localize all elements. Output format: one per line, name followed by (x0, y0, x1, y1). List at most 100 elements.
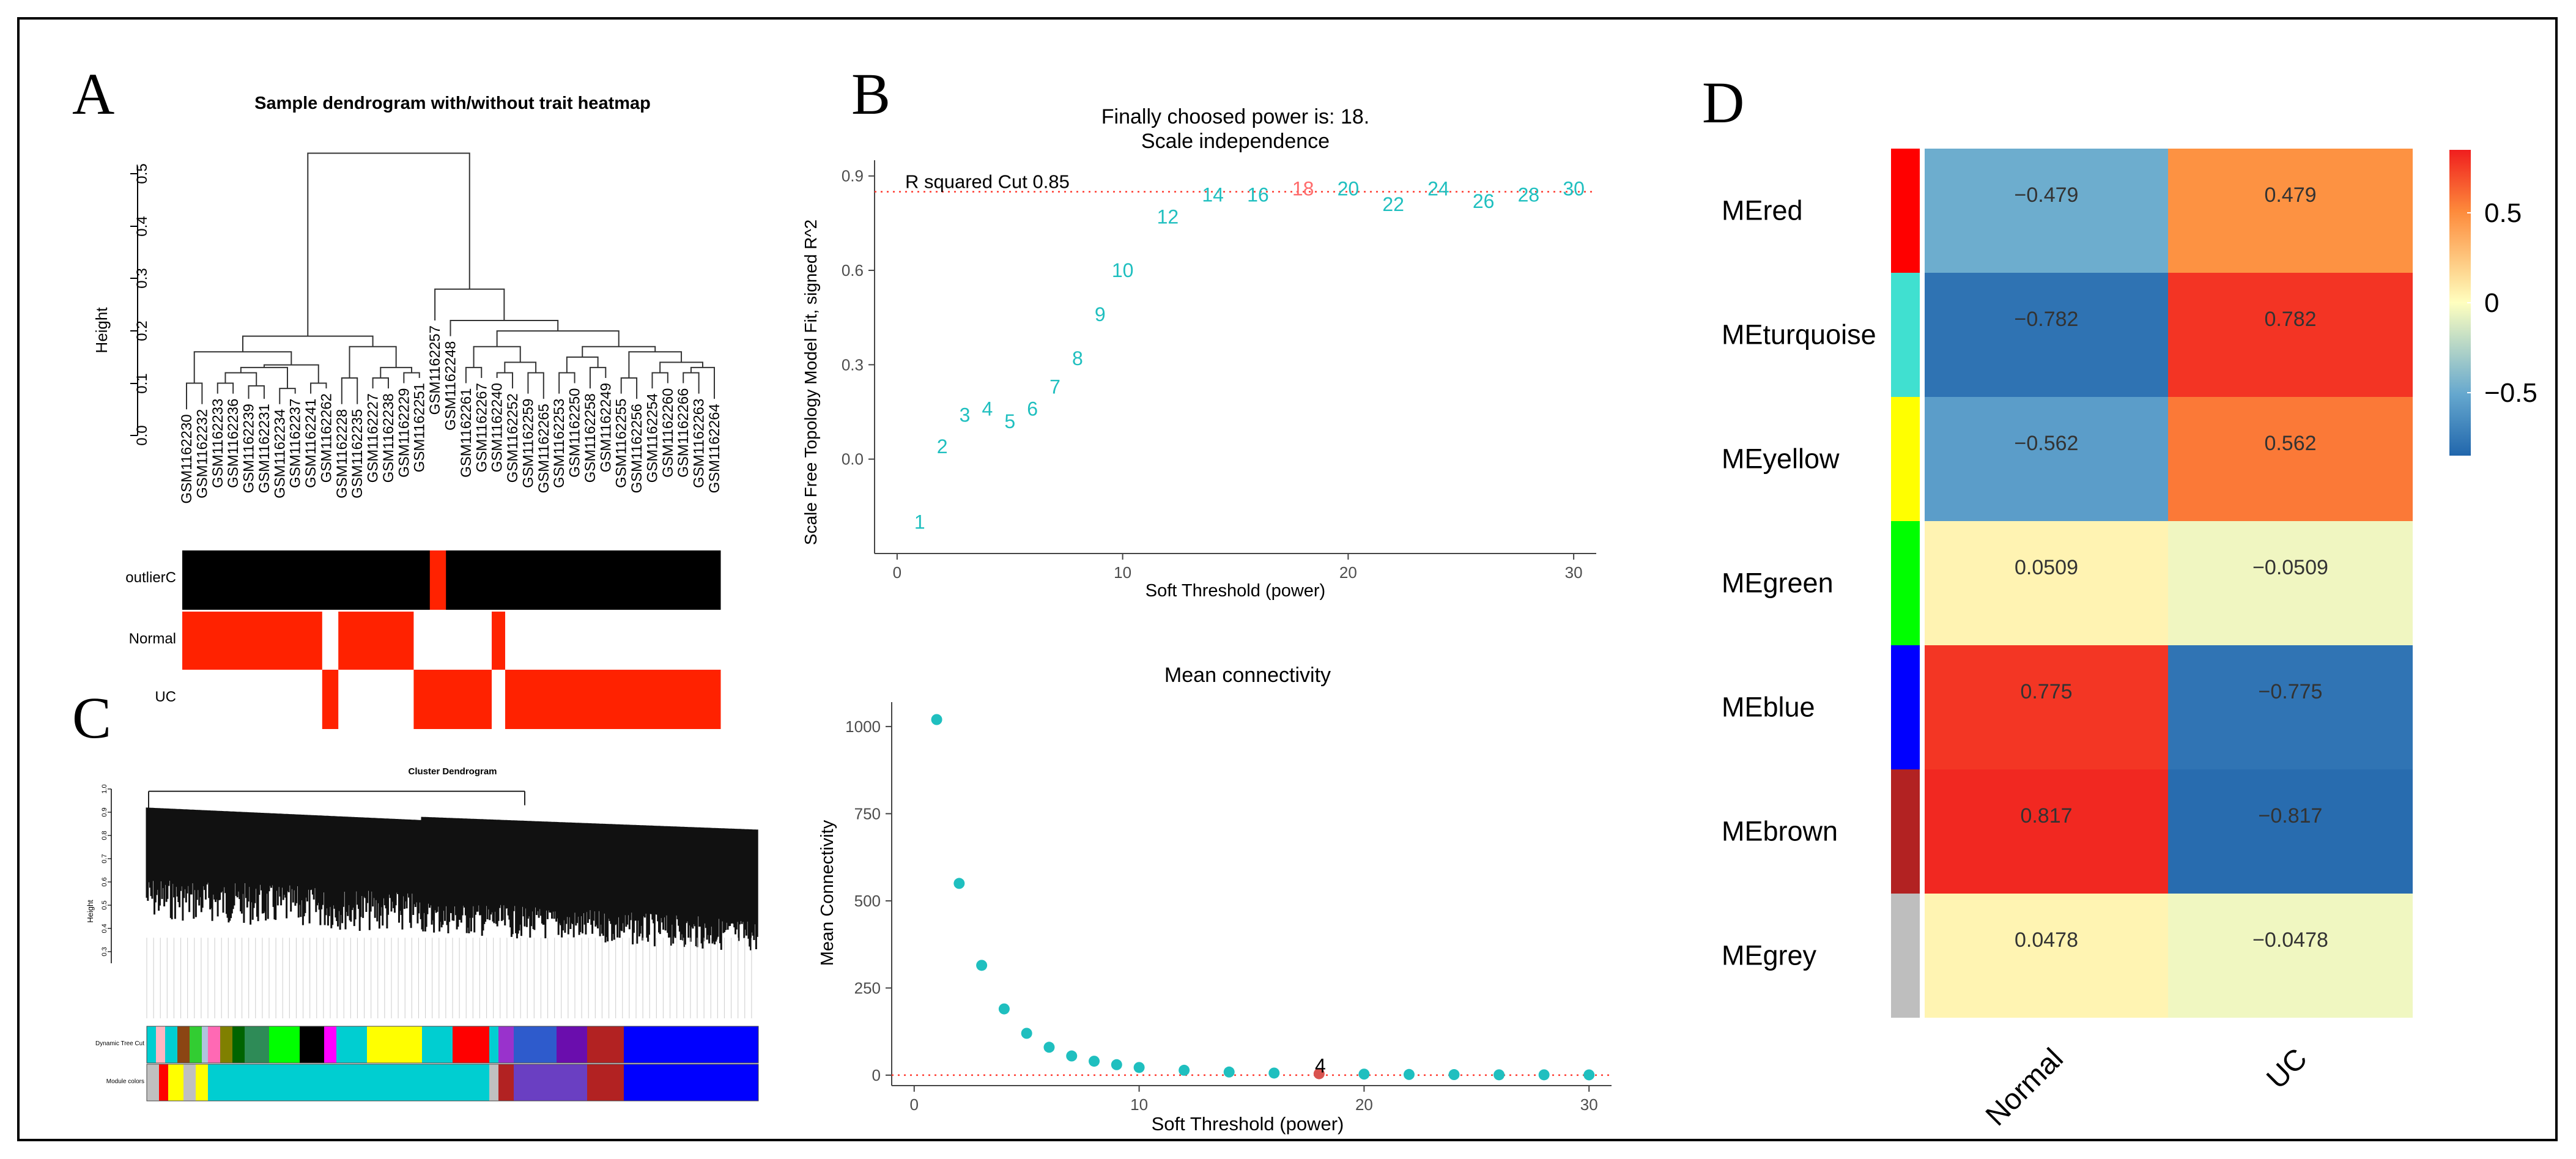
connectivity-point (1179, 1064, 1190, 1076)
sample-label: GSM1162241 (303, 399, 319, 488)
dendrogram-branch (659, 361, 703, 373)
heatmap-cell (2168, 397, 2413, 521)
power-point: 6 (1027, 398, 1038, 420)
sample-label: GSM1162258 (582, 393, 599, 483)
module-color-cell (324, 1026, 337, 1063)
module-color-cell (183, 1064, 196, 1101)
module-color-cell (147, 1064, 160, 1101)
module-color-cell (587, 1064, 624, 1101)
sample-label: GSM1162250 (567, 388, 583, 478)
y-tick-label: 0.9 (101, 807, 108, 816)
power-point: 7 (1049, 376, 1060, 398)
connectivity-point (1538, 1069, 1550, 1081)
panel-label-c: C (72, 685, 112, 750)
dendrogram-stems (146, 938, 752, 1018)
x-tick-label: 10 (1130, 1095, 1148, 1114)
heatmap-value: 0.0509 (2015, 556, 2078, 579)
y-tick-label: 0.6 (101, 877, 108, 886)
sample-label: GSM1162267 (473, 383, 490, 472)
dendrogram-branch (307, 152, 470, 336)
trait-cell (492, 612, 506, 671)
dendrogram-branch (403, 372, 420, 383)
connectivity-point (953, 878, 965, 889)
power-point: 18 (1292, 177, 1314, 199)
dendrogram-branch (465, 366, 483, 383)
sample-label: GSM1162235 (349, 409, 366, 498)
y-tick-label: 1.0 (101, 784, 108, 793)
connectivity-point (1066, 1050, 1078, 1062)
connectivity-point (1043, 1042, 1055, 1053)
power-point: 10 (1112, 259, 1134, 281)
dendrogram-branch (349, 346, 397, 378)
panel-a-ytick: 0.4 (130, 216, 150, 237)
connectivity-point (1111, 1059, 1122, 1070)
heatmap-cell (1925, 769, 2168, 894)
x-tick-label: 20 (1339, 563, 1357, 582)
connectivity-annotation: 4 (1315, 1055, 1326, 1077)
module-color-cell (624, 1064, 759, 1101)
module-color-cell (453, 1026, 490, 1063)
trait-cell (322, 670, 339, 729)
heatmap-value: −0.479 (2015, 183, 2079, 207)
dendrogram-branch (186, 382, 203, 410)
panel-b-xlabel: Soft Threshold (power) (1146, 581, 1325, 601)
heatmap-value: 0.479 (2264, 183, 2316, 207)
power-point: 20 (1338, 177, 1360, 199)
module-color-cell (208, 1064, 490, 1101)
legend-tick-label: 0 (2484, 288, 2499, 318)
module-color-cell (165, 1026, 178, 1063)
panel-c: Cluster Dendrogram Height 0.30.40.50.60.… (86, 766, 759, 1102)
module-color-cell (202, 1026, 209, 1063)
x-tick-label: 30 (1580, 1095, 1598, 1114)
power-point: 22 (1382, 193, 1404, 215)
heatmap-row-label: MEturquoise (1722, 319, 1876, 350)
sample-label: GSM1162240 (489, 383, 506, 472)
panel-c-module-rows: Dynamic Tree Cut Module colors (95, 1026, 759, 1102)
sample-label: GSM1162233 (210, 399, 226, 488)
sample-label: GSM1162259 (520, 399, 536, 488)
dendrogram-branch (248, 385, 265, 399)
heatmap-cell (1925, 521, 2168, 645)
connectivity-point (1313, 1068, 1325, 1079)
dendrogram-branch (527, 372, 544, 399)
module-color-cell (156, 1026, 166, 1063)
x-tick-label: 0 (910, 1095, 919, 1114)
power-point: 30 (1563, 177, 1585, 199)
module-color-cell (177, 1026, 190, 1063)
connectivity-point (998, 1003, 1010, 1015)
power-point: 9 (1095, 303, 1106, 325)
panel-b-scale-independence: Finally choosed power is: 18. Scale inde… (801, 105, 1596, 601)
module-color-cell (514, 1026, 557, 1063)
heatmap-cell (1925, 149, 2168, 273)
module-row-label: Module colors (106, 1078, 144, 1085)
module-color-cell (220, 1026, 233, 1063)
module-color-cell (489, 1064, 499, 1101)
panel-a-ytick-label: 0.5 (134, 163, 150, 183)
dendrogram-branch (620, 377, 638, 399)
heatmap-row-label: MEyellow (1722, 443, 1840, 475)
power-point: 14 (1202, 184, 1224, 206)
y-tick-label: 250 (854, 979, 881, 997)
heatmap-cell (2168, 149, 2413, 273)
heatmap-value: 0.817 (2020, 804, 2072, 828)
module-color-cell (245, 1026, 270, 1063)
dendrogram-branch (628, 351, 683, 378)
heatmap-column-label: UC (2260, 1042, 2313, 1095)
trait-cell (505, 670, 721, 729)
heatmap-row-label: MEgrey (1722, 940, 1817, 971)
panel-b-mean-connectivity: Mean connectivity Mean Connectivity Soft… (818, 664, 1612, 1135)
panel-a-ytick: 0.3 (130, 268, 150, 289)
heatmap-cell (1925, 645, 2168, 769)
connectivity-point (931, 714, 942, 725)
module-color-cell (232, 1026, 245, 1063)
panel-a-ytick-label: 0.3 (134, 268, 150, 288)
heatmap-value: 0.562 (2264, 432, 2316, 455)
dendrogram-branch (310, 382, 327, 394)
module-color-strip (1891, 397, 1920, 521)
heatmap-cell (2168, 894, 2413, 1018)
module-color-strip (1891, 769, 1920, 894)
module-color-cell (147, 1026, 157, 1063)
heatmap-value: −0.562 (2015, 432, 2079, 455)
trait-cell (182, 612, 323, 671)
sample-label: GSM1162228 (334, 409, 350, 498)
